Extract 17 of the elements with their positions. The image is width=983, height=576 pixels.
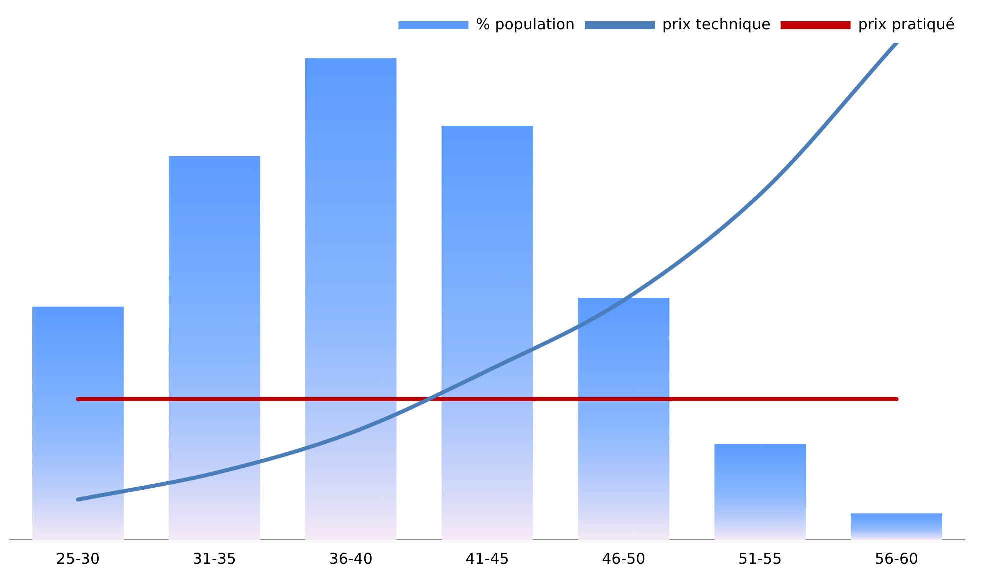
legend-label: prix pratiqué	[858, 15, 955, 34]
bar	[578, 298, 670, 540]
x-tick-label: 56-60	[874, 550, 919, 568]
x-tick-label: 25-30	[56, 550, 100, 568]
bar	[168, 156, 260, 540]
bar	[714, 444, 806, 540]
bar	[305, 58, 397, 540]
x-tick-label: 51-55	[738, 550, 782, 568]
legend-label: % population	[476, 15, 576, 34]
bar	[851, 514, 942, 540]
x-tick-label: 41-45	[466, 550, 510, 568]
x-tick-label: 36-40	[329, 550, 373, 568]
x-tick-label: 31-35	[192, 550, 236, 568]
x-tick-label: 46-50	[602, 550, 646, 568]
bar	[32, 306, 124, 540]
legend-label: prix technique	[662, 15, 771, 34]
bar	[442, 126, 534, 540]
